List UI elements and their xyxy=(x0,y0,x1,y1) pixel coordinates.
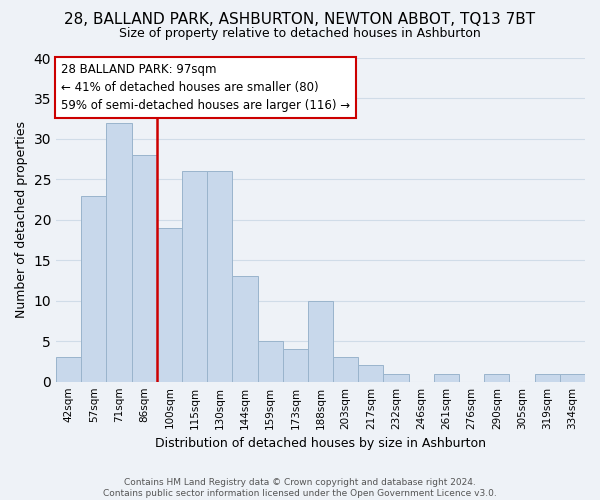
Bar xyxy=(56,358,81,382)
Text: 28, BALLAND PARK, ASHBURTON, NEWTON ABBOT, TQ13 7BT: 28, BALLAND PARK, ASHBURTON, NEWTON ABBO… xyxy=(64,12,536,28)
Bar xyxy=(333,358,358,382)
Bar xyxy=(358,366,383,382)
Bar xyxy=(434,374,459,382)
Bar xyxy=(232,276,257,382)
Text: Size of property relative to detached houses in Ashburton: Size of property relative to detached ho… xyxy=(119,28,481,40)
X-axis label: Distribution of detached houses by size in Ashburton: Distribution of detached houses by size … xyxy=(155,437,486,450)
Bar xyxy=(106,122,131,382)
Bar xyxy=(484,374,509,382)
Bar xyxy=(157,228,182,382)
Bar xyxy=(81,196,106,382)
Bar xyxy=(207,172,232,382)
Text: Contains HM Land Registry data © Crown copyright and database right 2024.
Contai: Contains HM Land Registry data © Crown c… xyxy=(103,478,497,498)
Bar xyxy=(257,341,283,382)
Text: 28 BALLAND PARK: 97sqm
← 41% of detached houses are smaller (80)
59% of semi-det: 28 BALLAND PARK: 97sqm ← 41% of detached… xyxy=(61,63,350,112)
Bar xyxy=(182,172,207,382)
Bar xyxy=(283,350,308,382)
Bar xyxy=(308,301,333,382)
Bar xyxy=(535,374,560,382)
Bar xyxy=(383,374,409,382)
Bar xyxy=(131,155,157,382)
Bar xyxy=(560,374,585,382)
Y-axis label: Number of detached properties: Number of detached properties xyxy=(15,122,28,318)
